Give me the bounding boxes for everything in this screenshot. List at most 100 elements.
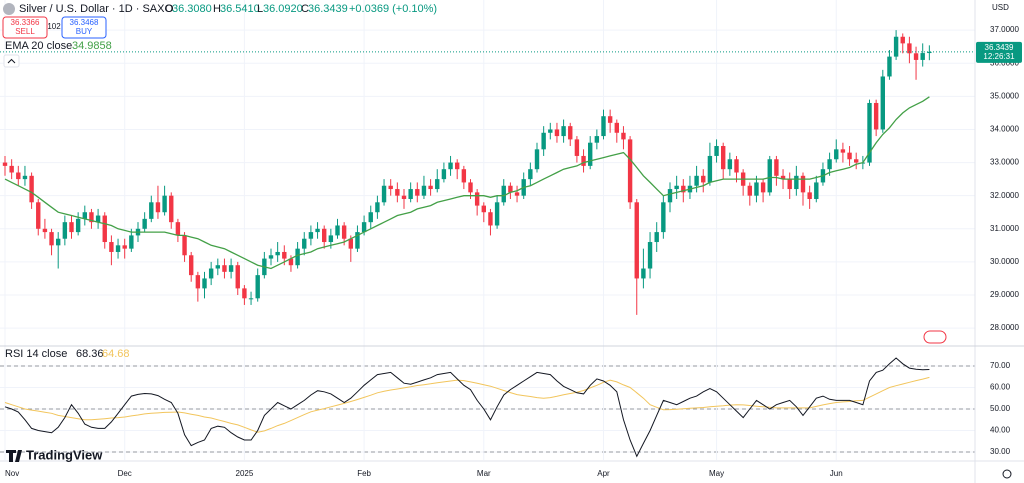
candle-body — [561, 126, 566, 137]
candle-body — [195, 275, 201, 289]
candle-body — [601, 116, 606, 137]
candle-body — [621, 132, 626, 140]
candle-body — [95, 215, 101, 223]
candle-body — [9, 165, 14, 173]
candle-body — [375, 202, 380, 213]
candle-body — [880, 76, 885, 130]
candle-body — [102, 215, 107, 243]
y-tick-label: 34.0000 — [990, 125, 1019, 134]
candle-body — [508, 185, 513, 193]
rsi-tick-label: 70.00 — [990, 361, 1011, 370]
candle-body — [295, 248, 300, 266]
candle-body — [202, 278, 207, 289]
candle-body — [827, 159, 832, 170]
candle-body — [774, 159, 779, 176]
settings-icon[interactable] — [1002, 469, 1012, 479]
last-price-tag — [976, 41, 1022, 63]
logo-icon — [6, 450, 22, 462]
candle-body — [581, 155, 586, 166]
candle-body — [16, 172, 21, 180]
candle-body — [288, 258, 294, 266]
candle-body — [907, 43, 912, 54]
candle-body — [787, 179, 792, 190]
x-tick-label: May — [709, 469, 724, 478]
candle-body — [468, 182, 473, 193]
candle-body — [56, 238, 61, 246]
candle-body — [395, 189, 400, 196]
x-tick-label: Dec — [118, 469, 132, 478]
x-tick-label: Jun — [830, 469, 843, 478]
candle-body — [647, 242, 653, 269]
candle-body — [421, 185, 427, 196]
candle-body — [162, 195, 167, 213]
candle-body — [408, 189, 413, 199]
candle-body — [29, 175, 34, 203]
chevron-icon — [7, 58, 16, 64]
candle-body — [428, 185, 433, 190]
candle-body — [514, 192, 520, 196]
currency[interactable]: USD — [992, 3, 1009, 12]
candle-body — [89, 212, 94, 223]
candle-body — [322, 228, 327, 243]
candle-body — [415, 189, 420, 196]
candle-body — [840, 149, 846, 153]
candle-body — [129, 235, 134, 249]
candle-body — [368, 212, 373, 223]
candle-body — [189, 255, 194, 276]
rsi-tick-label: 50.00 — [990, 404, 1011, 413]
rsi-name: RSI 14 close — [5, 348, 67, 360]
symbol-icon — [3, 3, 15, 15]
candle-body — [302, 238, 307, 249]
candle-body — [701, 175, 706, 183]
candle-body — [893, 36, 899, 57]
candle-body — [248, 298, 254, 300]
x-tick-label: Apr — [597, 469, 610, 478]
candle-body — [607, 116, 613, 123]
candle-body — [155, 202, 161, 213]
candle-body — [149, 202, 154, 219]
candle-body — [36, 202, 41, 229]
candle-body — [328, 235, 334, 243]
candle-body — [315, 228, 320, 233]
candle-body — [2, 162, 8, 166]
candle-body — [760, 182, 766, 193]
sell-button[interactable] — [2, 16, 48, 39]
y-tick-label: 37.0000 — [990, 25, 1019, 34]
candle-body — [275, 251, 280, 256]
candle-body — [554, 129, 560, 137]
symbol-title[interactable]: Silver / U.S. Dollar · 1D · SAXO — [19, 3, 173, 15]
buy-button[interactable] — [61, 16, 107, 39]
candle-body — [927, 51, 932, 54]
candle-body — [49, 232, 54, 246]
ema-name: EMA 20 close — [5, 40, 72, 52]
collapse-button[interactable] — [3, 54, 20, 68]
rsi-tick-label: 30.00 — [990, 447, 1011, 456]
candle-body — [854, 159, 859, 163]
candle-body — [501, 185, 506, 203]
candle-body — [754, 182, 759, 196]
candle-body — [767, 159, 772, 193]
candle-body — [594, 136, 600, 143]
flag-badge[interactable] — [923, 330, 947, 344]
ohlc-low: 36.0920 — [263, 3, 303, 15]
candle-body — [122, 245, 127, 249]
candle-body — [448, 162, 453, 170]
candle-body — [900, 36, 905, 44]
candle-body — [355, 232, 360, 249]
ohlc-change: +0.0369 (+0.10%) — [349, 3, 437, 15]
x-tick-label: Nov — [5, 469, 19, 478]
ohlc-c: C — [301, 3, 309, 15]
countdown: 12:26:31 — [983, 52, 1015, 61]
candle-body — [115, 245, 121, 252]
x-tick-label: Mar — [477, 469, 491, 478]
last-price-label: 36.3439 — [985, 43, 1014, 52]
y-tick-label: 31.0000 — [990, 224, 1019, 233]
candle-body — [548, 129, 553, 133]
candle-body — [707, 155, 713, 183]
candle-body — [242, 288, 247, 299]
rsi-ma-line — [4, 376, 930, 433]
candle-body — [847, 152, 852, 160]
y-tick-label: 29.0000 — [990, 290, 1019, 299]
candle-body — [780, 175, 786, 180]
candle-body — [255, 275, 260, 299]
